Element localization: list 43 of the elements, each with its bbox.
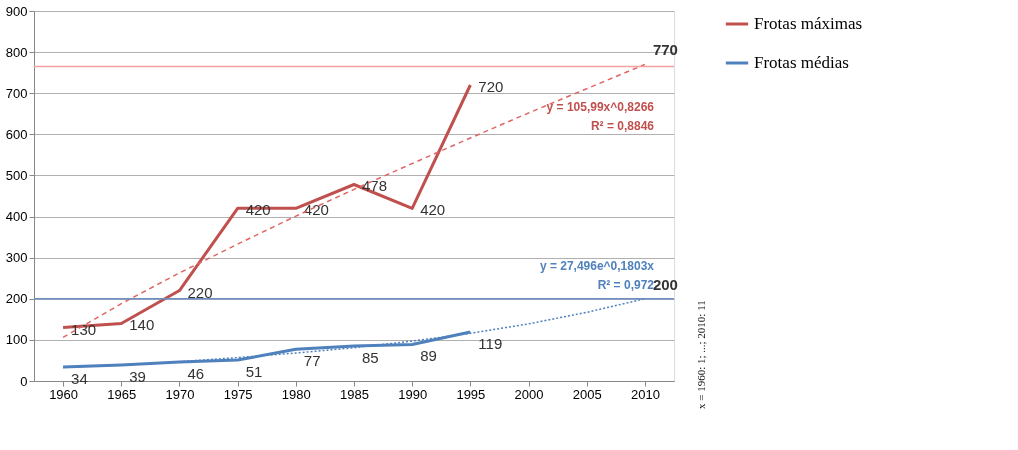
legend-label: Frotas médias xyxy=(754,53,849,72)
x-tick-label: 1985 xyxy=(340,386,369,402)
y-tick-label: 700 xyxy=(5,85,28,101)
data-label: 119 xyxy=(478,335,503,353)
data-label: 51 xyxy=(245,363,263,381)
data-label: 220 xyxy=(187,283,213,301)
data-label: 39 xyxy=(129,367,146,385)
data-label: 770 xyxy=(652,41,678,59)
x-tick-label: 1960 xyxy=(49,386,79,402)
x-tick-label: 2005 xyxy=(572,386,602,402)
annotation: R² = 0,972 xyxy=(597,277,655,292)
data-label: 420 xyxy=(303,201,329,219)
x-tick-label: 1975 xyxy=(223,386,253,402)
y-tick-label: 200 xyxy=(5,291,28,307)
data-label: 89 xyxy=(420,347,437,365)
legend-label: Frotas máximas xyxy=(754,14,863,33)
x-tick-label: 1970 xyxy=(165,386,195,402)
x-tick-label: 2000 xyxy=(514,386,544,402)
y-tick-label: 100 xyxy=(5,332,28,348)
y-tick-label: 400 xyxy=(5,209,28,225)
x-tick-label: 1995 xyxy=(456,386,486,402)
data-label: 77 xyxy=(303,352,321,370)
y-tick-label: 600 xyxy=(5,126,28,142)
data-label: 46 xyxy=(187,365,205,383)
text: x = 1960: 1; ...; 2010: 11 xyxy=(695,300,707,409)
y-tick-label: 300 xyxy=(5,250,28,266)
data-label: 720 xyxy=(478,78,504,95)
data-label: 478 xyxy=(362,177,388,195)
x-tick-label: 1980 xyxy=(281,386,311,402)
annotation: R² = 0,8846 xyxy=(590,118,655,133)
y-tick-label: 900 xyxy=(5,3,28,19)
annotation: y = 27,496e^0,1803x xyxy=(539,259,655,274)
data-label: 420 xyxy=(420,201,446,219)
x-tick-label: 1965 xyxy=(107,386,137,402)
data-label: 200 xyxy=(652,275,678,293)
data-label: 85 xyxy=(362,349,379,367)
x-tick-label: 2010 xyxy=(630,386,660,402)
x-tick-label: 1990 xyxy=(398,386,428,402)
y-tick-label: 0 xyxy=(20,373,28,389)
y-tick-label: 800 xyxy=(5,44,28,60)
y-tick-label: 500 xyxy=(5,167,28,183)
annotation: y = 105,99x^0,8266 xyxy=(546,100,655,115)
data-label: 140 xyxy=(129,316,155,334)
